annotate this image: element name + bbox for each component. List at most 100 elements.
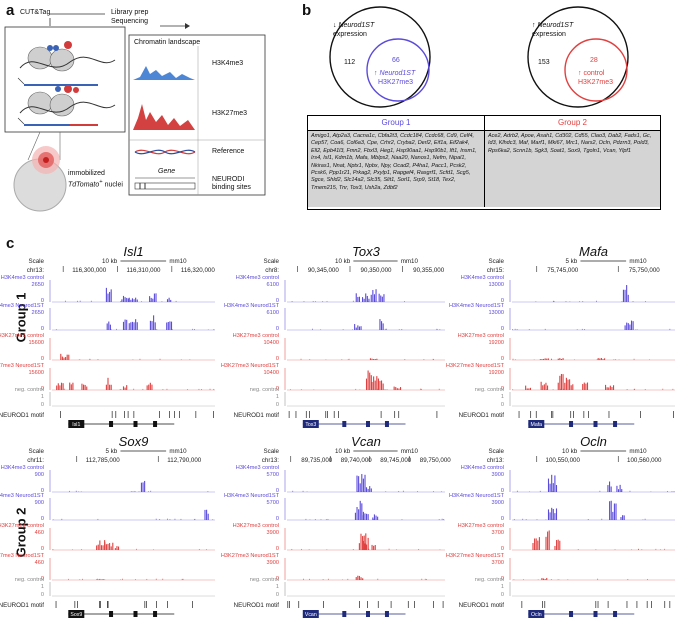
signal-bar — [383, 294, 385, 302]
signal-bar — [358, 543, 360, 550]
signal-bar — [586, 382, 589, 390]
noise-bar — [341, 359, 343, 360]
coord-label: 116,300,000 — [72, 267, 107, 274]
noise-bar — [130, 491, 132, 492]
venn1-outer-count: 112 — [344, 59, 356, 66]
signal-bar — [529, 387, 531, 390]
zero-label: 0 — [41, 576, 44, 582]
noise-bar — [342, 579, 343, 580]
chrom-label: chr11: — [27, 457, 44, 464]
signal-bar — [153, 293, 155, 302]
noise-bar — [525, 519, 527, 520]
scale-bar-text: 10 kb — [102, 258, 118, 265]
signal-bar — [149, 296, 151, 302]
exon — [569, 611, 574, 617]
track-label: H3K4me3 Neurod1ST — [0, 303, 45, 309]
noise-bar — [618, 359, 620, 360]
gene-name-box — [68, 420, 85, 428]
signal-bar — [86, 386, 88, 390]
signal-bar — [170, 321, 173, 330]
signal-bar — [359, 500, 361, 520]
motif-label: NEUROD1 motif — [0, 602, 44, 609]
noise-bar — [159, 358, 161, 360]
noise-bar — [388, 548, 390, 550]
exon — [342, 421, 347, 427]
zero-label: 0 — [41, 546, 44, 552]
nucleosome-upper — [17, 41, 116, 86]
signal-bar — [609, 501, 611, 520]
noise-bar — [135, 579, 136, 580]
ymax-label: 1 — [501, 394, 504, 400]
noise-bar — [169, 519, 171, 520]
noise-bar — [303, 301, 305, 302]
noise-bar — [120, 389, 122, 390]
noise-bar — [166, 388, 168, 390]
noise-bar — [320, 519, 322, 520]
noise-bar — [582, 301, 584, 302]
noise-bar — [362, 548, 364, 550]
signal-bar — [369, 372, 371, 390]
signal-bar — [373, 376, 375, 390]
noise-bar — [516, 490, 518, 492]
signal-bar — [97, 544, 99, 550]
noise-bar — [541, 578, 543, 580]
signal-bar — [382, 323, 384, 330]
signal-bar — [608, 387, 610, 390]
noise-bar — [72, 549, 73, 550]
noise-bar — [326, 549, 328, 550]
noise-bar — [633, 358, 635, 360]
signal-bar — [564, 382, 566, 390]
noise-bar — [558, 579, 560, 580]
exon — [342, 611, 347, 617]
signal-bar — [560, 373, 562, 390]
noise-bar — [187, 389, 189, 390]
signal-bar — [110, 289, 112, 302]
gene-name-box — [528, 420, 545, 428]
noise-bar — [402, 490, 404, 492]
noise-bar — [669, 328, 671, 330]
assembly-label: mm10 — [169, 448, 187, 455]
zero-label: 0 — [276, 516, 279, 522]
chrom-label: chr13: — [487, 457, 504, 464]
signal-bar — [607, 485, 609, 492]
noise-bar — [342, 329, 344, 330]
noise-bar — [213, 388, 215, 390]
ymax-label: 1 — [501, 584, 504, 590]
noise-bar — [419, 388, 421, 390]
noise-bar — [206, 549, 207, 550]
noise-bar — [426, 578, 427, 580]
venn2-inner-count: 28 — [590, 57, 598, 64]
signal-bar — [373, 545, 375, 550]
signal-bar — [105, 384, 107, 390]
noise-bar — [642, 519, 644, 520]
signal-bar — [548, 530, 550, 550]
signal-bar — [56, 385, 58, 390]
signal-bar — [114, 548, 116, 550]
signal-bar — [83, 384, 85, 390]
signal-bar — [627, 294, 629, 302]
noise-bar — [326, 301, 328, 302]
signal-bar — [99, 540, 101, 550]
signal-bar — [617, 489, 620, 492]
noise-bar — [313, 389, 315, 390]
signal-bar — [60, 382, 63, 390]
noise-bar — [443, 519, 444, 520]
gene-table: Group 1 Group 2 Amigo1, Atp2a3, Cacna1c,… — [307, 115, 661, 210]
signal-bar — [539, 359, 541, 360]
ymax-label: 460 — [35, 560, 44, 566]
noise-bar — [146, 578, 148, 580]
noise-bar — [644, 389, 646, 390]
scale-bar-text: 10 kb — [335, 258, 351, 265]
track-neurod1-sites: NEURODI binding sites — [212, 176, 251, 191]
gene-name-box — [302, 420, 319, 428]
signal-bar — [355, 577, 357, 580]
noise-bar — [552, 300, 554, 302]
noise-bar — [423, 359, 425, 360]
noise-bar — [529, 491, 530, 492]
signal-bar — [366, 295, 368, 302]
noise-bar — [78, 491, 80, 492]
noise-bar — [292, 490, 294, 492]
noise-bar — [647, 578, 648, 580]
noise-bar — [302, 490, 304, 492]
noise-bar — [512, 389, 514, 390]
